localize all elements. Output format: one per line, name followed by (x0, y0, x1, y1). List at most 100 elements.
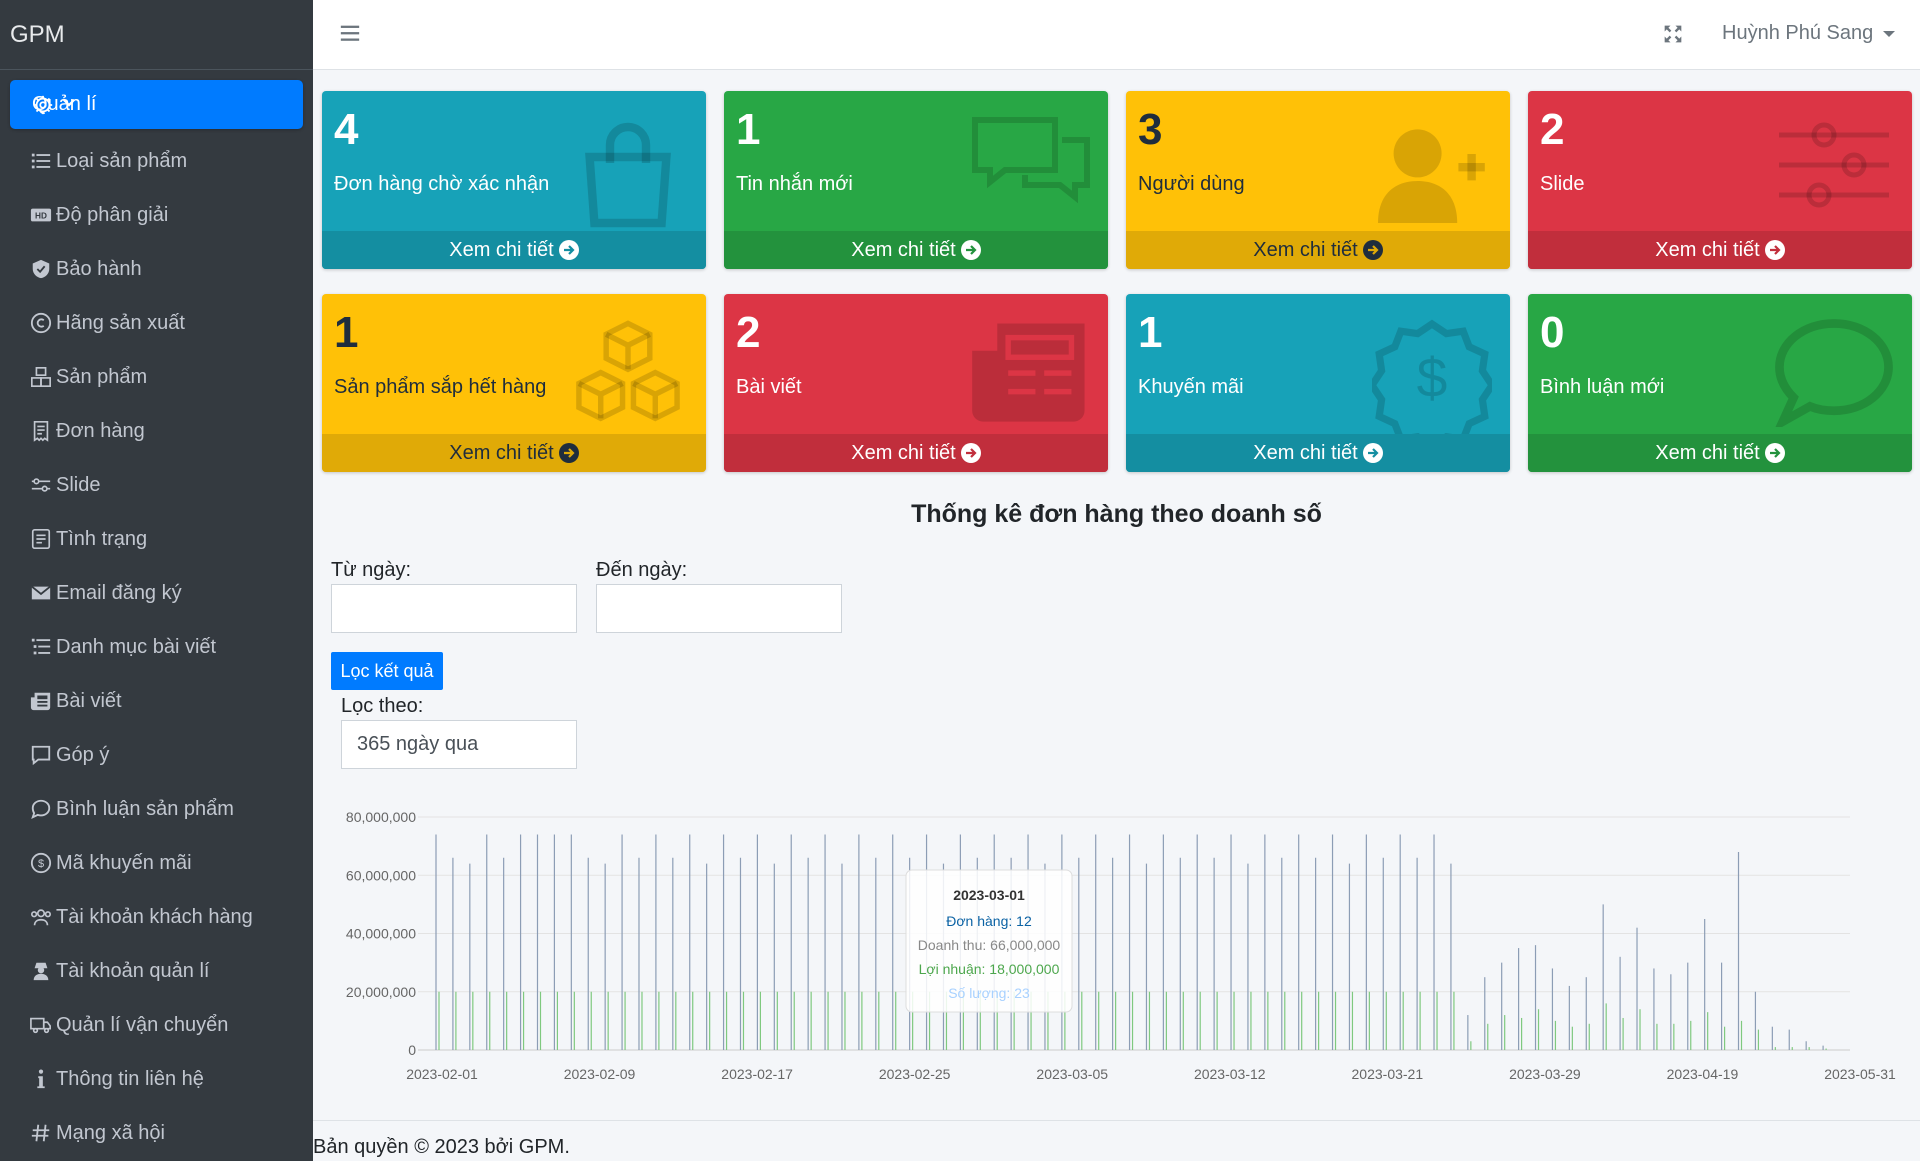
sidebar-item-8[interactable]: Email đăng ký (10, 566, 303, 620)
view-details-link[interactable]: Xem chi tiết (724, 231, 1108, 269)
sidebar-item-label: Thông tin liên hệ (56, 1067, 204, 1090)
stat-box-2: 3 Người dùng Xem chi tiết (1126, 91, 1510, 269)
stat-label: Tin nhắn mới (736, 173, 853, 195)
stat-box-3: 2 Slide Xem chi tiết (1528, 91, 1912, 269)
view-details-link[interactable]: Xem chi tiết (1528, 231, 1912, 269)
view-details-link[interactable]: Xem chi tiết (322, 231, 706, 269)
sliders-icon (1774, 115, 1894, 215)
stat-box-4: 1 Sản phẩm sắp hết hàng Xem chi tiết (322, 294, 706, 472)
gear-icon (32, 94, 54, 116)
x-tick-label: 2023-05-31 (1824, 1066, 1896, 1082)
hashtag-icon (30, 1122, 56, 1144)
sidebar-item-10[interactable]: Bài viết (10, 674, 303, 728)
stat-value: 3 (1138, 105, 1163, 154)
sidebar-item-6[interactable]: Slide (10, 458, 303, 512)
chat-bubbles-icon (970, 115, 1090, 215)
x-tick-label: 2023-02-01 (406, 1066, 478, 1082)
x-tick-label: 2023-02-25 (879, 1066, 951, 1082)
stat-value: 2 (736, 308, 761, 357)
sidebar-item-17[interactable]: Thông tin liên hệ (10, 1052, 303, 1106)
filter-by-select[interactable]: 365 ngày qua (341, 720, 577, 769)
view-details-label: Xem chi tiết (1655, 441, 1760, 464)
sidebar-item-label: Danh mục bài viết (56, 635, 217, 658)
stat-value: 2 (1540, 105, 1565, 154)
tooltip-line: Đơn hàng: 12 (946, 913, 1032, 929)
caret-down-icon (1883, 30, 1896, 37)
x-tick-label: 2023-03-21 (1352, 1066, 1424, 1082)
sidebar-item-2[interactable]: Bảo hành (10, 242, 303, 296)
hd-icon: HD (30, 204, 56, 226)
sidebar-item-9[interactable]: Danh mục bài viết (10, 620, 303, 674)
sidebar-item-label: Loại sản phẩm (56, 149, 188, 172)
user-menu[interactable]: Huỳnh Phú Sang (1722, 22, 1896, 45)
y-tick-label: 20,000,000 (346, 984, 416, 1000)
y-tick-label: 40,000,000 (346, 926, 416, 942)
sidebar-item-label: Bình luận sản phẩm (56, 797, 234, 820)
view-details-link[interactable]: Xem chi tiết (1528, 434, 1912, 472)
from-date-input[interactable] (331, 584, 577, 633)
tooltip-line: Doanh thu: 66,000,000 (918, 937, 1061, 953)
sidebar-item-label: Quản lí vận chuyển (56, 1013, 229, 1036)
stats-title: Thống kê đơn hàng theo doanh số (911, 500, 1322, 528)
filter-results-button[interactable]: Lọc kết quả (331, 652, 443, 690)
badge-dollar-icon: $ (1367, 318, 1497, 451)
chevron-down-icon (60, 93, 78, 117)
sidebar-item-7[interactable]: Tình trạng (10, 512, 303, 566)
sidebar-item-5[interactable]: Đơn hàng (10, 404, 303, 458)
svg-text:$: $ (38, 858, 44, 870)
sidebar-item-label: Tình trạng (56, 527, 148, 550)
arrow-circle-right-icon (960, 443, 981, 463)
sidebar-item-3[interactable]: Hãng sản xuất (10, 296, 303, 350)
sidebar-item-1[interactable]: HD Độ phân giải (10, 188, 303, 242)
arrow-circle-right-icon (1764, 240, 1785, 260)
x-tick-label: 2023-02-17 (721, 1066, 793, 1082)
view-details-label: Xem chi tiết (1253, 238, 1358, 261)
newspaper-icon (970, 318, 1090, 422)
view-details-label: Xem chi tiết (851, 238, 956, 261)
revenue-chart[interactable]: 80,000,000 60,000,000 40,000,000 20,000,000… (330, 800, 1920, 1100)
sidebar-item-label: Bảo hành (56, 257, 142, 280)
hamburger-icon[interactable] (339, 22, 361, 48)
shopping-bag-icon (568, 115, 688, 228)
sidebar-item-label: Độ phân giải (56, 203, 169, 226)
view-details-link[interactable]: Xem chi tiết (322, 434, 706, 472)
view-details-label: Xem chi tiết (851, 441, 956, 464)
sidebar-item-4[interactable]: Sản phẩm (10, 350, 303, 404)
info-icon (30, 1068, 56, 1090)
sidebar-menu: Quản lí Loại sản phẩm HD Độ phân giải Bảo h… (0, 70, 313, 1160)
stat-box-7: 0 Bình luận mới Xem chi tiết (1528, 294, 1912, 472)
to-date-input[interactable] (596, 584, 842, 633)
fullscreen-icon[interactable] (1663, 24, 1685, 46)
arrow-circle-right-icon (1362, 443, 1383, 463)
arrow-circle-right-icon (558, 240, 579, 260)
sidebar-item-11[interactable]: Góp ý (10, 728, 303, 782)
sidebar-item-0[interactable]: Loại sản phẩm (10, 134, 303, 188)
brand-logo[interactable]: GPM (0, 0, 313, 70)
sidebar-item-18[interactable]: Mạng xã hội (10, 1106, 303, 1160)
envelope-icon (30, 582, 56, 604)
chat-square-icon (30, 744, 56, 766)
sidebar-item-15[interactable]: Tài khoản quản lí (10, 944, 303, 998)
view-details-link[interactable]: Xem chi tiết (1126, 231, 1510, 269)
receipt-icon (30, 420, 56, 442)
x-tick-label: 2023-03-12 (1194, 1066, 1266, 1082)
view-details-link[interactable]: Xem chi tiết (724, 434, 1108, 472)
user-plus-icon (1372, 115, 1492, 223)
stat-box-1: 1 Tin nhắn mới Xem chi tiết (724, 91, 1108, 269)
view-details-link[interactable]: Xem chi tiết (1126, 434, 1510, 472)
stat-box-6: 1 Khuyến mãi $ Xem chi tiết (1126, 294, 1510, 472)
sidebar-item-label: Mạng xã hội (56, 1121, 165, 1144)
admin-icon (30, 960, 56, 982)
sidebar-item-16[interactable]: Quản lí vận chuyển (10, 998, 303, 1052)
svg-text:$: $ (1417, 347, 1448, 409)
arrow-circle-right-icon (960, 240, 981, 260)
cubes-icon (568, 318, 688, 422)
sidebar-item-quan-li[interactable]: Quản lí (10, 80, 303, 129)
sidebar-item-12[interactable]: Bình luận sản phẩm (10, 782, 303, 836)
sidebar-item-label: Email đăng ký (56, 581, 182, 604)
stat-label: Khuyến mãi (1138, 376, 1244, 398)
tooltip-date: 2023-03-01 (953, 887, 1025, 903)
boxes-icon (30, 366, 56, 388)
sidebar-item-14[interactable]: Tài khoản khách hàng (10, 890, 303, 944)
sidebar-item-13[interactable]: $ Mã khuyến mãi (10, 836, 303, 890)
